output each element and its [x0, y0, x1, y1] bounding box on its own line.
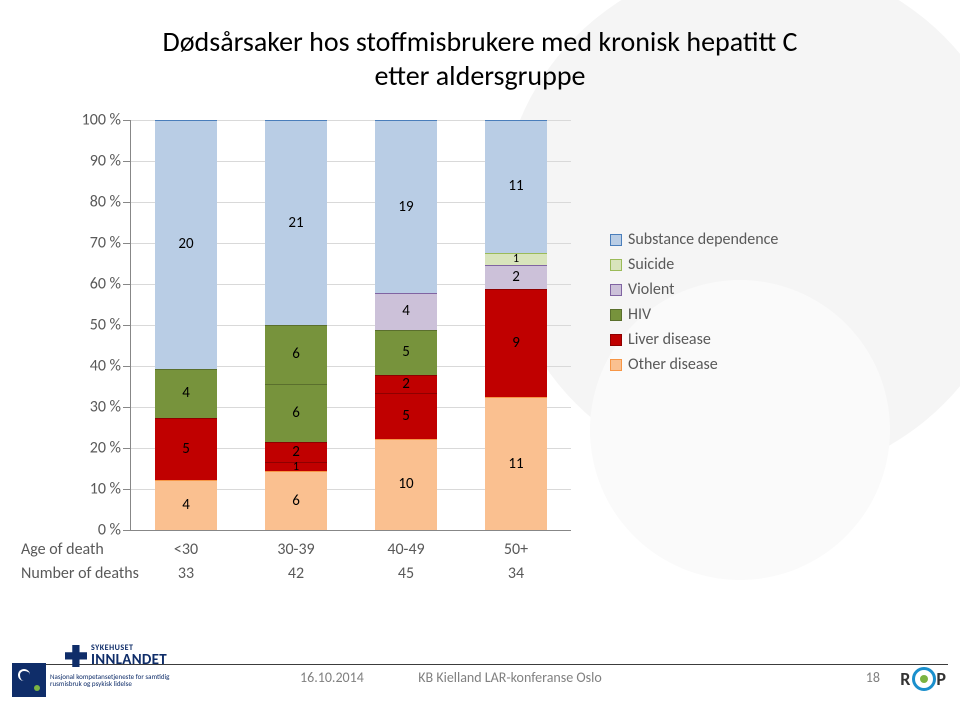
rop-text-p: P	[936, 668, 946, 690]
y-axis-label: 100 %	[61, 111, 121, 130]
legend-swatch	[610, 234, 622, 246]
bar-segment-other	[485, 397, 547, 530]
y-axis-label: 20 %	[61, 439, 121, 458]
si-logo-text: SYKEHUSET INNLANDET	[91, 643, 167, 669]
bar-segment-hiv	[265, 325, 327, 384]
si-cross-icon	[65, 645, 87, 667]
legend-item-suicide: Suicide	[610, 255, 778, 274]
legend-label: Liver disease	[628, 330, 711, 349]
bar-segment-violent	[375, 293, 437, 329]
bar-segment-hiv	[375, 330, 437, 376]
bar-segment-substance	[485, 120, 547, 253]
bar-segment-substance	[155, 120, 217, 368]
y-axis-label: 30 %	[61, 398, 121, 417]
bar-column: 45420	[155, 120, 217, 530]
y-axis-label: 80 %	[61, 193, 121, 212]
footer: Nasjonal kompetansetjeneste for samtidig…	[0, 669, 960, 699]
bar-segment-violent	[485, 265, 547, 289]
gridline	[131, 530, 571, 531]
title-line1: Dødsårsaker hos stoffmisbrukere med kron…	[163, 24, 798, 59]
bar-segment-liver	[155, 418, 217, 480]
y-tick	[123, 407, 131, 408]
rop-text-r: R	[900, 668, 910, 690]
y-tick	[123, 202, 131, 203]
footer-page: 18	[866, 669, 880, 686]
legend-item-other: Other disease	[610, 355, 778, 374]
y-tick	[123, 366, 131, 367]
footer-center: KB Kielland LAR-konferanse Oslo	[380, 669, 640, 686]
nk-logo-icon	[12, 663, 46, 697]
bar-segment-liver	[265, 462, 327, 472]
bar-segment-other	[265, 471, 327, 530]
y-axis-label: 10 %	[61, 480, 121, 499]
slide-title: Dødsårsaker hos stoffmisbrukere med kron…	[50, 25, 910, 92]
legend-label: HIV	[628, 305, 651, 324]
bar-segment-suicide	[485, 253, 547, 265]
x-category: <30	[156, 540, 216, 559]
legend-item-hiv: HIV	[610, 305, 778, 324]
y-tick	[123, 325, 131, 326]
bar-segment-other	[155, 480, 217, 530]
y-axis-label: 90 %	[61, 152, 121, 171]
bar-segment-liver	[265, 442, 327, 462]
y-axis-label: 50 %	[61, 316, 121, 335]
rop-logo: R P	[900, 667, 946, 691]
y-axis-label: 40 %	[61, 357, 121, 376]
bar-segment-hiv	[265, 384, 327, 443]
nk-text-l2: rusmisbruk og psykisk lidelse	[50, 680, 169, 687]
bar-segment-liver	[375, 393, 437, 439]
x-category: 50+	[486, 540, 546, 559]
y-tick	[123, 284, 131, 285]
y-axis-label: 0 %	[61, 521, 121, 540]
rop-o-icon	[912, 667, 936, 691]
si-l2: INNLANDET	[91, 651, 167, 669]
nk-logo-text: Nasjonal kompetansetjeneste for samtidig…	[50, 673, 169, 688]
y-tick	[123, 161, 131, 162]
bar-segment-liver	[485, 289, 547, 398]
chart: 0 %10 %20 %30 %40 %50 %60 %70 %80 %90 %1…	[70, 120, 790, 590]
y-tick	[123, 120, 131, 121]
y-tick	[123, 530, 131, 531]
bar-segment-other	[375, 439, 437, 530]
legend-swatch	[610, 259, 622, 271]
sykehuset-logo: SYKEHUSET INNLANDET	[65, 643, 167, 669]
x-category: 30-39	[266, 540, 326, 559]
legend: Substance dependence Suicide Violent HIV Liv…	[610, 230, 778, 380]
legend-swatch	[610, 284, 622, 296]
x-category: 40-49	[376, 540, 436, 559]
bar-segment-liver	[375, 375, 437, 393]
legend-swatch	[610, 334, 622, 346]
bar-column: 10525419	[375, 120, 437, 530]
bar-segment-substance	[265, 120, 327, 325]
legend-item-liver: Liver disease	[610, 330, 778, 349]
y-tick	[123, 489, 131, 490]
footer-date: 16.10.2014	[300, 669, 364, 686]
x-n-deaths: 33	[156, 564, 216, 583]
x-n-deaths: 42	[266, 564, 326, 583]
legend-label: Violent	[628, 280, 674, 299]
legend-label: Other disease	[628, 355, 718, 374]
y-axis-label: 70 %	[61, 234, 121, 253]
bar-segment-substance	[375, 120, 437, 293]
bar-column: 6126621	[265, 120, 327, 530]
title-line2: etter aldersgruppe	[375, 58, 586, 93]
x-n-deaths: 34	[486, 564, 546, 583]
legend-item-substance: Substance dependence	[610, 230, 778, 249]
legend-item-violent: Violent	[610, 280, 778, 299]
legend-label: Suicide	[628, 255, 674, 274]
y-axis-label: 60 %	[61, 275, 121, 294]
y-tick	[123, 243, 131, 244]
x-n-deaths: 45	[376, 564, 436, 583]
legend-swatch	[610, 359, 622, 371]
legend-label: Substance dependence	[628, 230, 778, 249]
bar-segment-hiv	[155, 369, 217, 419]
plot-area: 0 %10 %20 %30 %40 %50 %60 %70 %80 %90 %1…	[130, 120, 571, 531]
y-tick	[123, 448, 131, 449]
legend-swatch	[610, 309, 622, 321]
bar-column: 1192111	[485, 120, 547, 530]
